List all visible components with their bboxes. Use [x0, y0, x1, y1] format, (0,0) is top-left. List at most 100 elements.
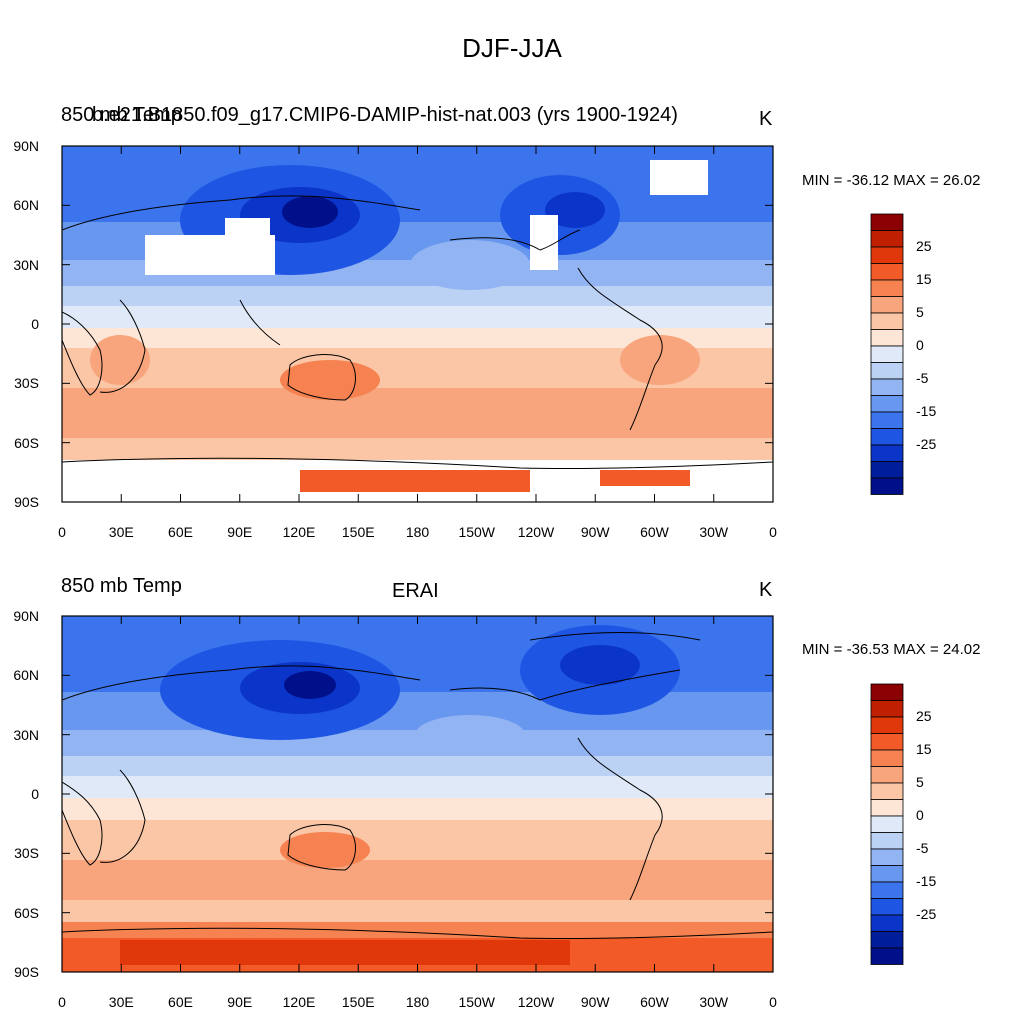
- figure-title: DJF-JJA: [462, 33, 562, 63]
- lat-tick-label: 90N: [13, 138, 39, 154]
- colorbar-label: -15: [916, 403, 937, 419]
- colorbar-label: 15: [916, 271, 932, 287]
- colorbar-swatch: [870, 832, 904, 850]
- lat-tick-label: 60S: [14, 434, 39, 451]
- lon-tick-label: 150E: [341, 524, 375, 540]
- colorbar-swatch: [870, 898, 904, 916]
- lon-tick-label: 60W: [640, 994, 669, 1010]
- lon-tick-label: 150W: [458, 994, 496, 1010]
- colorbar-label: 15: [916, 741, 932, 757]
- panel2-map: [62, 616, 773, 972]
- lat-tick-label: 30S: [14, 845, 39, 862]
- colorbar-swatch: [870, 263, 904, 281]
- lat-tick-label: 0: [31, 786, 39, 802]
- colorbar-swatch: [870, 312, 904, 330]
- colorbar-swatch: [870, 914, 904, 932]
- panel2-units: K: [759, 579, 773, 601]
- lon-tick-label: 150E: [341, 994, 375, 1010]
- lon-tick-label: 180: [405, 524, 430, 540]
- lon-tick-label: 30W: [699, 994, 729, 1010]
- colorbar-swatch: [870, 815, 904, 833]
- lat-tick-label: 90N: [13, 608, 39, 624]
- lon-tick-label: 60E: [168, 524, 193, 540]
- colorbar-swatch: [870, 230, 904, 248]
- lon-tick-label: 0: [769, 994, 777, 1010]
- colorbar-swatch: [870, 931, 904, 949]
- panel1-minmax: MIN = -36.12 MAX = 26.02: [802, 172, 981, 189]
- lat-tick-label: 60N: [13, 667, 39, 684]
- colorbar-swatch: [870, 766, 904, 784]
- colorbar-swatch: [870, 246, 904, 264]
- colorbars: [870, 213, 904, 965]
- colorbar-swatch: [870, 947, 904, 965]
- lon-tick-label: 0: [769, 524, 777, 540]
- panel2-center-title: ERAI: [392, 580, 439, 602]
- colorbar-label: 5: [916, 304, 924, 320]
- colorbar-label: -5: [916, 370, 929, 386]
- lon-tick-label: 90W: [580, 524, 610, 540]
- colorbar-swatch: [870, 700, 904, 718]
- colorbar-swatch: [870, 461, 904, 479]
- panel2-minmax: MIN = -36.53 MAX = 24.02: [802, 641, 981, 658]
- colorbar-swatch: [870, 782, 904, 800]
- colorbar-swatch: [870, 865, 904, 883]
- lon-tick-label: 180: [405, 994, 430, 1010]
- colorbar-swatch: [870, 733, 904, 751]
- lat-tick-label: 60N: [13, 197, 39, 214]
- lon-tick-label: 90W: [580, 994, 610, 1010]
- colorbar-swatch: [870, 279, 904, 297]
- colorbar-swatch: [870, 477, 904, 495]
- lat-tick-label: 90S: [14, 964, 39, 980]
- panel1-units: K: [759, 108, 773, 130]
- colorbar-label: 25: [916, 708, 932, 724]
- colorbar-swatch: [870, 716, 904, 734]
- axis-ticks: [61, 145, 774, 973]
- colorbar-label: 5: [916, 774, 924, 790]
- lat-tick-label: 30N: [13, 726, 39, 743]
- panel1-case-title: b.e21.B1850.f09_g17.CMIP6-DAMIP-hist-nat…: [92, 104, 678, 126]
- colorbar-swatch: [870, 881, 904, 899]
- colorbar-swatch: [870, 395, 904, 413]
- colorbar-swatch: [870, 378, 904, 396]
- lat-tick-label: 90S: [14, 494, 39, 510]
- lat-tick-label: 30N: [13, 256, 39, 273]
- colorbar-swatch: [870, 848, 904, 866]
- colorbar-label: -25: [916, 906, 937, 922]
- colorbar-swatch: [870, 444, 904, 462]
- colorbar-swatch: [870, 329, 904, 347]
- colorbar-swatch: [870, 428, 904, 446]
- colorbar-swatch: [870, 799, 904, 817]
- panel1-left-title: 850 mb Temp: [61, 104, 182, 126]
- lon-tick-label: 90E: [227, 524, 253, 540]
- lat-tick-label: 30S: [14, 375, 39, 392]
- lat-tick-label: 0: [31, 316, 39, 332]
- colorbar-label: 0: [916, 807, 924, 823]
- lon-tick-label: 60W: [640, 524, 669, 540]
- colorbar-swatch: [870, 749, 904, 767]
- lon-tick-label: 120W: [517, 524, 555, 540]
- lon-tick-label: 90E: [227, 994, 253, 1010]
- panel2-left-title: 850 mb Temp: [61, 575, 182, 597]
- colorbar-swatch: [870, 213, 904, 231]
- colorbar-swatch: [870, 362, 904, 380]
- colorbar-swatch: [870, 683, 904, 701]
- lon-tick-label: 30E: [108, 994, 134, 1010]
- colorbar-label: -25: [916, 436, 937, 452]
- lon-tick-label: 0: [58, 994, 66, 1010]
- lat-tick-label: 60S: [14, 904, 39, 921]
- lon-tick-label: 120E: [282, 524, 316, 540]
- colorbar-label: 0: [916, 337, 924, 353]
- colorbar-swatch: [870, 411, 904, 429]
- colorbar-swatch: [870, 345, 904, 363]
- lon-tick-label: 30W: [699, 524, 729, 540]
- lon-tick-label: 120W: [517, 994, 555, 1010]
- lon-tick-label: 30E: [108, 524, 134, 540]
- lon-tick-label: 150W: [458, 524, 496, 540]
- lon-tick-label: 0: [58, 524, 66, 540]
- colorbar-label: 25: [916, 238, 932, 254]
- lon-tick-label: 120E: [282, 994, 316, 1010]
- colorbar-label: -5: [916, 840, 929, 856]
- panel2-coastlines: [62, 631, 773, 940]
- panel1-map: [62, 146, 773, 502]
